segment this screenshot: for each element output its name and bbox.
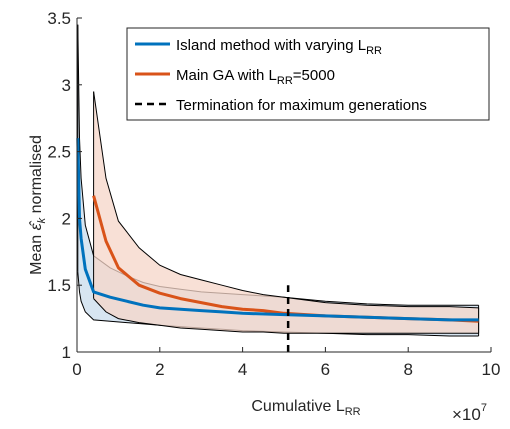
x-axis-label: Cumulative LRR <box>251 398 360 418</box>
x-tick-label: 8 <box>403 360 412 379</box>
x-tick-label: 10 <box>482 360 501 379</box>
y-tick-label: 2.5 <box>47 143 71 162</box>
legend-label-main-ga: Main GA with LRR=5000 <box>176 67 335 87</box>
x-multiplier: ×107 <box>452 402 487 424</box>
y-tick-label: 1.5 <box>47 276 71 295</box>
x-tick-label: 2 <box>155 360 164 379</box>
legend-label-termination: Termination for maximum generations <box>176 97 427 114</box>
x-tick-label: 4 <box>238 360 247 379</box>
y-tick-label: 3 <box>62 76 71 95</box>
band-lower-series-1 <box>93 298 479 334</box>
x-tick-label: 6 <box>321 360 330 379</box>
y-tick-label: 1 <box>62 343 71 362</box>
legend-label-island: Island method with varying LRR <box>176 37 382 57</box>
y-tick-label: 2 <box>62 209 71 228</box>
band-upper-series-1 <box>93 91 479 309</box>
axes: 0 2 4 6 8 10 1 1.5 2 2.5 3 3.5 <box>47 9 500 379</box>
x-tick-label: 0 <box>72 360 81 379</box>
y-axis-label: Mean ε̂k normalised <box>28 135 48 275</box>
y-tick-label: 3.5 <box>47 9 71 28</box>
confidence-bands <box>77 24 480 337</box>
legend-box <box>126 27 490 121</box>
legend: Island method with varying LRR Main GA w… <box>126 27 490 121</box>
band-fill-series-1 <box>93 91 479 334</box>
mean-line-series-0 <box>76 138 479 322</box>
series-lines <box>76 138 479 323</box>
